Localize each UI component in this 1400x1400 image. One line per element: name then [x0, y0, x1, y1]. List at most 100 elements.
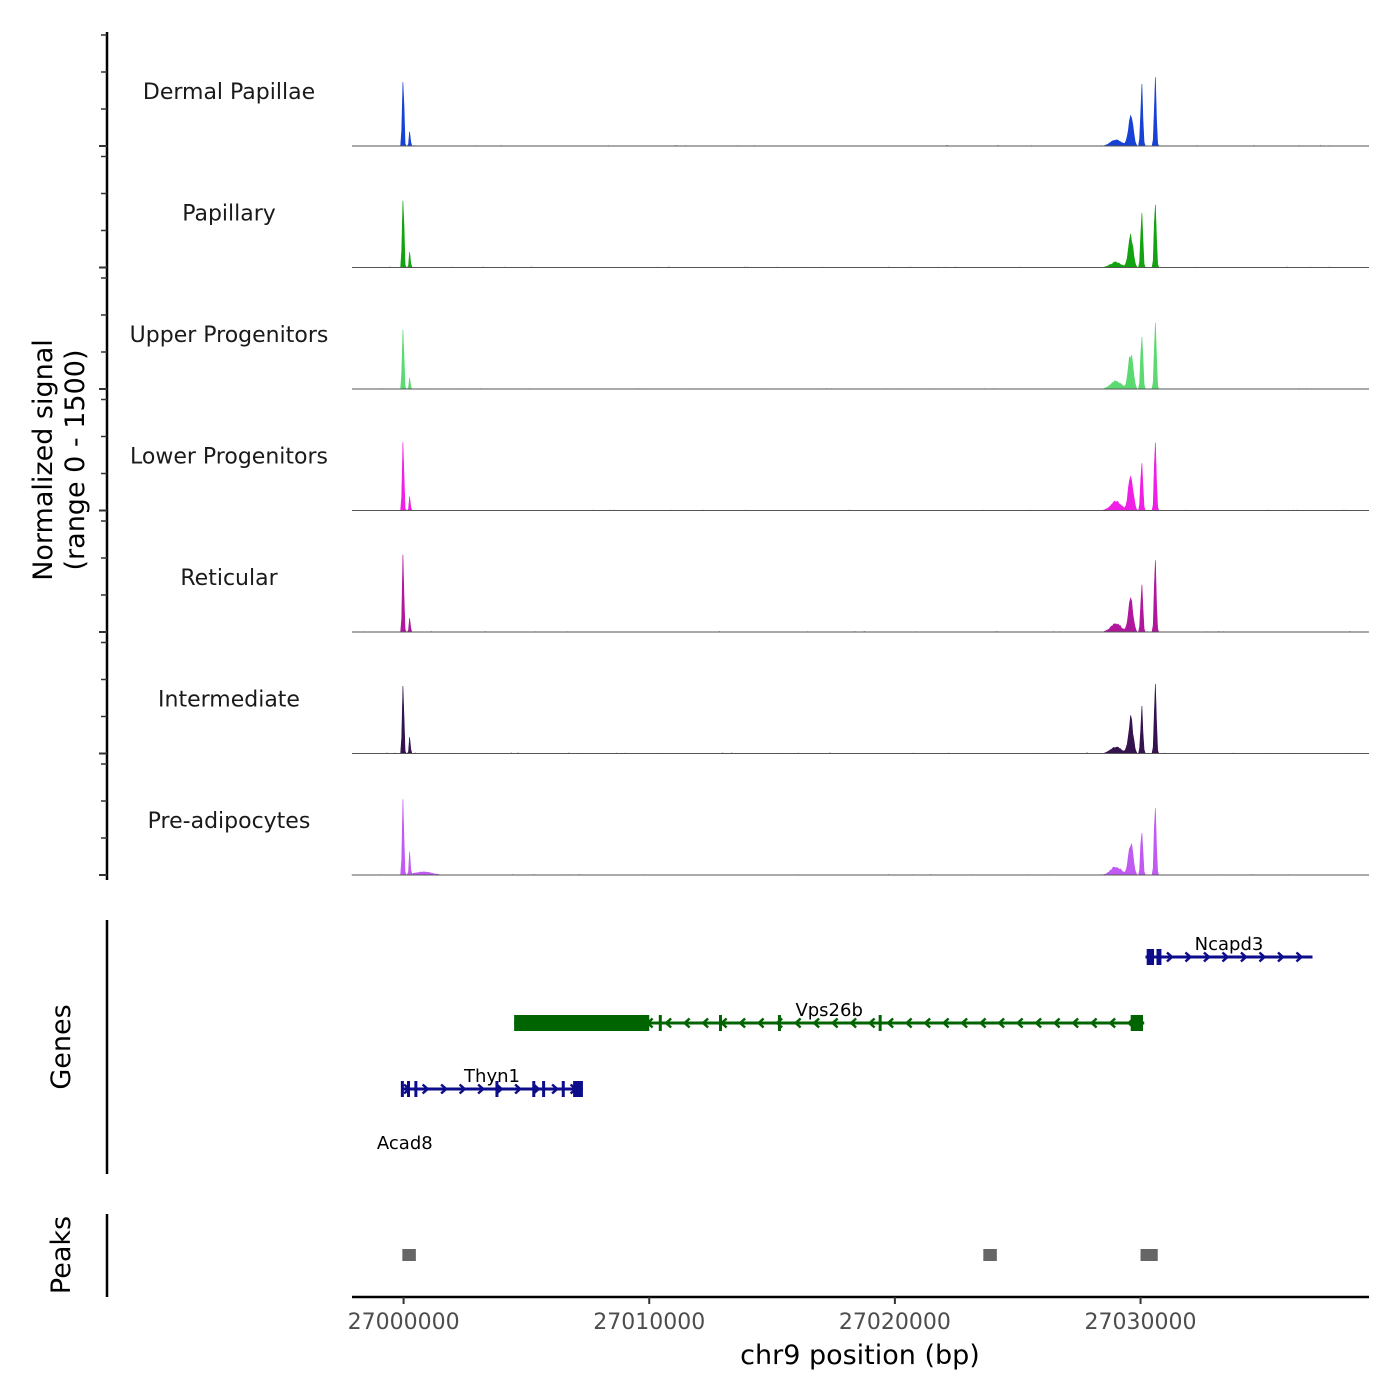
strand-chevron — [923, 1017, 931, 1029]
signal-area — [352, 442, 1369, 511]
gene-label: Thyn1 — [463, 1066, 520, 1087]
signal-area — [352, 77, 1369, 147]
track-pre-adipocytes: Pre-adipocytes — [148, 799, 1369, 876]
strand-chevron — [1240, 951, 1248, 963]
strand-chevron — [1108, 1017, 1116, 1029]
exon-mark — [542, 1081, 546, 1097]
strand-chevron — [849, 1017, 857, 1029]
gene-label: Acad8 — [377, 1133, 433, 1154]
track-label: Reticular — [180, 566, 278, 591]
track-dermal-papillae: Dermal Papillae — [143, 77, 1369, 147]
x-tick-label: 27000000 — [348, 1310, 460, 1335]
strand-chevron — [421, 1083, 430, 1095]
signal-axis-title-line2: (range 0 - 1500) — [60, 350, 91, 571]
exon-mark — [718, 1015, 722, 1031]
strand-chevron — [886, 1017, 894, 1029]
strand-chevron — [812, 1017, 820, 1029]
peak-region — [1140, 1249, 1158, 1261]
exon-block — [1130, 1015, 1143, 1031]
genes-axis-title: Genes — [46, 1004, 77, 1089]
strand-chevron — [1203, 951, 1211, 963]
strand-chevron — [1089, 1017, 1098, 1029]
gene-vps26b: Vps26b — [514, 1000, 1145, 1031]
strand-chevron — [1166, 951, 1174, 963]
coverage-tracks: Dermal Papillae Papillary Upper Progenitor… — [130, 77, 1370, 876]
strand-chevron — [1052, 1017, 1061, 1029]
peak-region — [402, 1249, 416, 1261]
exon-mark — [400, 1081, 404, 1097]
exon-mark — [777, 1015, 781, 1031]
strand-chevron — [1258, 951, 1267, 963]
exon-mark — [407, 1081, 410, 1097]
strand-chevron — [1015, 1017, 1024, 1029]
track-label: Dermal Papillae — [143, 80, 315, 105]
track-upper-progenitors: Upper Progenitors — [130, 322, 1369, 390]
strand-chevron — [997, 1017, 1005, 1029]
peak-region — [983, 1249, 997, 1261]
x-axis-title: chr9 position (bp) — [740, 1340, 980, 1371]
gene-label: Vps26b — [795, 1000, 862, 1021]
gene-ncapd3: Ncapd3 — [1145, 934, 1313, 965]
exon-block — [573, 1081, 583, 1097]
strand-chevron — [458, 1083, 467, 1095]
strand-chevron — [514, 1083, 522, 1095]
strand-chevron — [830, 1017, 839, 1029]
track-label: Intermediate — [158, 688, 300, 713]
gene-acad8: Acad8 — [377, 1133, 433, 1154]
peaks-axis-title: Peaks — [46, 1216, 77, 1294]
strand-chevron — [1071, 1017, 1079, 1029]
x-tick-label: 27010000 — [593, 1310, 705, 1335]
track-lower-progenitors: Lower Progenitors — [130, 442, 1369, 511]
peak-track — [402, 1249, 1158, 1261]
track-intermediate: Intermediate — [158, 683, 1369, 754]
strand-chevron — [1184, 951, 1193, 963]
signal-area — [352, 200, 1370, 268]
exon-block — [514, 1015, 650, 1031]
track-reticular: Reticular — [180, 554, 1369, 633]
exon-mark — [532, 1081, 536, 1097]
exon-mark — [561, 1081, 565, 1097]
strand-chevron — [1295, 951, 1304, 963]
track-label: Upper Progenitors — [130, 323, 329, 348]
gene-track: Ncapd3 Vps26b Thyn1 Acad8 — [377, 934, 1313, 1154]
signal-area — [352, 322, 1369, 390]
strand-chevron — [532, 1083, 541, 1095]
track-label: Lower Progenitors — [130, 445, 328, 470]
strand-chevron — [756, 1017, 765, 1029]
signal-axis-title-line1: Normalized signal — [28, 339, 59, 581]
strand-chevron — [477, 1083, 485, 1095]
track-label: Papillary — [182, 202, 276, 227]
x-tick-label: 27020000 — [839, 1310, 951, 1335]
track-label: Pre-adipocytes — [148, 809, 311, 834]
strand-chevron — [1277, 951, 1285, 963]
strand-chevron — [551, 1083, 559, 1095]
strand-chevron — [738, 1017, 746, 1029]
strand-chevron — [978, 1017, 987, 1029]
signal-y-ticks — [99, 34, 107, 876]
signal-area — [352, 683, 1369, 754]
strand-chevron — [904, 1017, 913, 1029]
signal-area — [351, 799, 1369, 876]
strand-chevron — [1221, 951, 1230, 963]
strand-chevron — [701, 1017, 709, 1029]
exon-block — [1156, 949, 1162, 965]
exon-mark — [878, 1015, 882, 1031]
strand-chevron — [664, 1017, 672, 1029]
track-papillary: Papillary — [182, 200, 1370, 268]
gene-thyn1: Thyn1 — [400, 1066, 583, 1097]
signal-area — [352, 554, 1369, 633]
strand-chevron — [941, 1017, 950, 1029]
exon-block — [1146, 949, 1155, 965]
gene-label: Ncapd3 — [1195, 934, 1264, 955]
strand-chevron — [793, 1017, 802, 1029]
exon-mark — [495, 1081, 499, 1097]
exon-mark — [414, 1081, 418, 1097]
strand-chevron — [867, 1017, 876, 1029]
x-ticks: 27000000 27010000 27020000 27030000 — [348, 1297, 1197, 1335]
x-tick-label: 27030000 — [1085, 1310, 1197, 1335]
strand-chevron — [960, 1017, 968, 1029]
strand-chevron — [682, 1017, 691, 1029]
exon-mark — [658, 1015, 662, 1031]
strand-chevron — [440, 1083, 448, 1095]
